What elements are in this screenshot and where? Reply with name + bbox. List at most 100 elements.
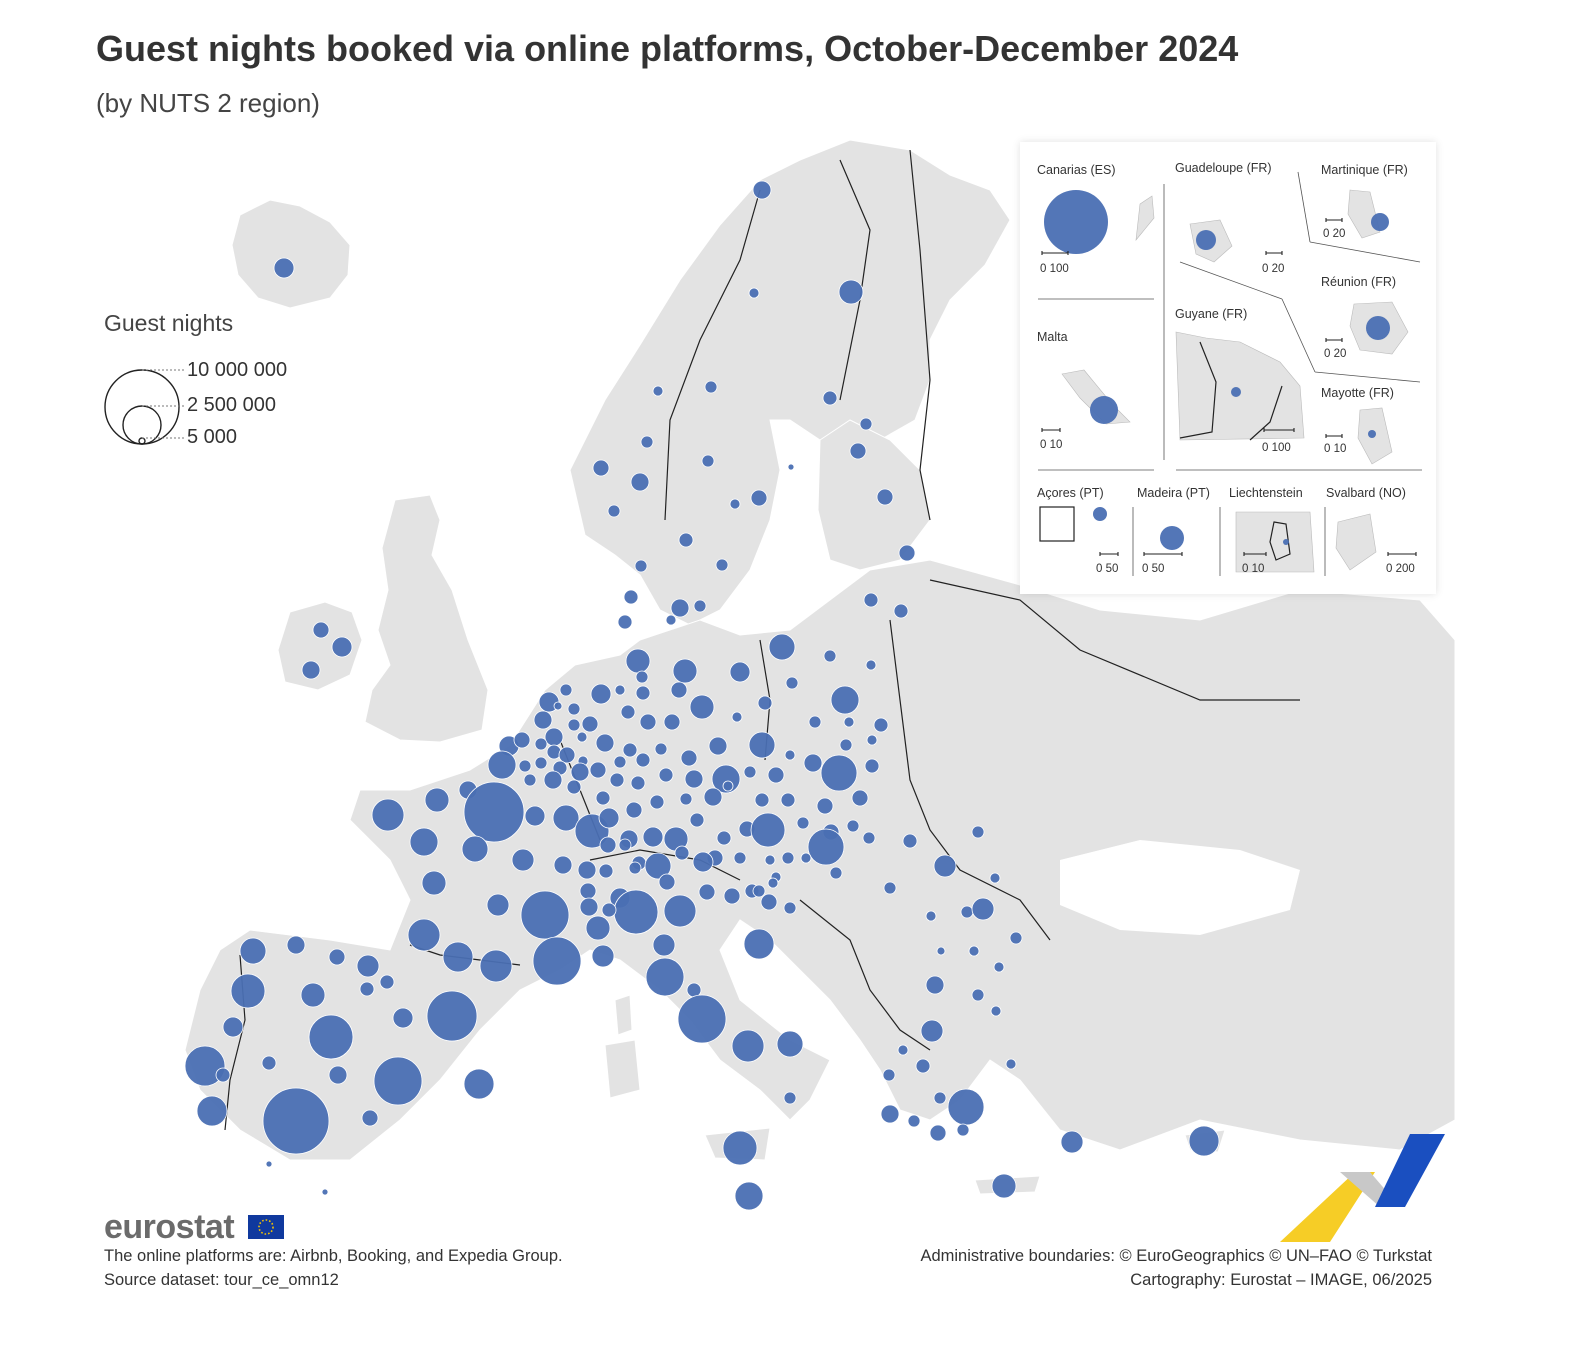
region-bubble (708, 736, 728, 756)
inset-divider-mart2 (1309, 241, 1421, 263)
inset-scale-mayotte (1325, 434, 1343, 438)
region-bubble (392, 1007, 414, 1029)
region-bubble (620, 704, 636, 720)
region-bubble (407, 918, 441, 952)
region-bubble (843, 716, 855, 728)
region-bubble (532, 936, 582, 986)
region-bubble (635, 670, 649, 684)
region-bubble (925, 975, 945, 995)
region-bubble (442, 941, 474, 973)
region-bubble (880, 1104, 900, 1124)
eurostat-corner-graphic (1280, 1134, 1445, 1242)
inset-bubbles (1044, 190, 1390, 550)
inset-region-bubble (1196, 230, 1216, 250)
region-bubble (816, 797, 834, 815)
region-bubble (300, 982, 326, 1008)
region-bubble (520, 890, 570, 940)
region-bubble (301, 660, 321, 680)
inset-label-liechtenstein: Liechtenstein (1229, 486, 1303, 500)
region-bubble (570, 762, 590, 782)
region-bubble (644, 852, 672, 880)
region-bubble (424, 787, 450, 813)
border-ua (929, 579, 1300, 701)
region-bubble (722, 780, 734, 792)
region-bubble (511, 848, 535, 872)
region-bubble (915, 1058, 931, 1074)
region-bubble (731, 1029, 765, 1063)
region-bubble (518, 759, 532, 773)
region-bubble (623, 589, 639, 605)
map-title: Guest nights booked via online platforms… (96, 28, 1239, 69)
region-bubble (639, 713, 657, 731)
inset-region-bubble (1371, 213, 1389, 231)
region-bubble (873, 717, 889, 733)
region-bubble (680, 749, 698, 767)
inset-scale-label-liechtenstein: 0 10 (1242, 563, 1265, 575)
region-bubbles (184, 180, 1220, 1210)
region-bubble (559, 683, 573, 697)
region-bubble (581, 715, 599, 733)
region-bubble (752, 884, 766, 898)
region-bubble (371, 798, 405, 832)
region-bubble (356, 954, 380, 978)
region-bubble (622, 742, 638, 758)
region-bubble (743, 765, 757, 779)
inset-label-madeira: Madeira (PT) (1137, 486, 1210, 500)
region-bubble (729, 498, 741, 510)
region-bubble (864, 758, 880, 774)
region-bubble (533, 710, 553, 730)
region-bubble (215, 1067, 231, 1083)
region-bubble (898, 544, 916, 562)
region-bubble (787, 463, 795, 471)
corner-stripe-yellow (1280, 1172, 1375, 1242)
region-bubble (635, 752, 651, 768)
region-bubble (851, 789, 869, 807)
region-bubble (820, 754, 858, 792)
inset-divider-reun (1281, 298, 1316, 373)
eu-flag-icon (248, 1215, 284, 1239)
region-bubble (558, 746, 576, 764)
inset-scale-liechtenstein (1243, 552, 1267, 556)
footer-source: Source dataset: tour_ce_omn12 (104, 1271, 339, 1289)
region-bubble (463, 781, 525, 843)
land-great-britain (364, 494, 489, 743)
region-bubble (552, 804, 580, 832)
sea-black-sea (1060, 840, 1300, 935)
region-bubble (409, 827, 439, 857)
region-bubble (780, 792, 796, 808)
region-bubble (990, 1005, 1002, 1017)
inset-region-bubble (1044, 190, 1108, 254)
inset-label-canarias: Canarias (ES) (1037, 163, 1116, 177)
inset-label-acores: Açores (PT) (1037, 486, 1104, 500)
land-iceland (231, 199, 351, 309)
inset-scale-label-madeira: 0 50 (1142, 563, 1165, 575)
region-bubble (729, 661, 751, 683)
region-bubble (544, 727, 564, 747)
europe-map (184, 139, 1456, 1210)
region-bubble (513, 731, 531, 749)
region-bubble (534, 737, 548, 751)
region-bubble (698, 883, 716, 901)
region-bubble (576, 731, 588, 743)
inset-land-svalbard (1335, 513, 1377, 571)
inset-label-guyane: Guyane (FR) (1175, 307, 1248, 321)
region-bubble (704, 380, 718, 394)
region-bubble (689, 694, 715, 720)
region-bubble (752, 180, 772, 200)
region-bubble (670, 681, 688, 699)
region-bubble (652, 385, 664, 397)
region-bubble (486, 893, 510, 917)
inset-scale-canarias (1041, 251, 1069, 255)
region-bubble (991, 1173, 1017, 1199)
region-bubble (239, 937, 267, 965)
region-bubble (692, 851, 714, 873)
inset-scale-malta (1041, 428, 1061, 432)
inset-scale-guad (1265, 251, 1283, 255)
region-bubble (993, 961, 1005, 973)
region-bubble (808, 715, 822, 729)
region-bubble (764, 854, 776, 866)
region-bubble (625, 801, 643, 819)
inset-land-canarias (1135, 195, 1155, 241)
region-bubble (658, 873, 676, 891)
region-bubble (748, 287, 760, 299)
